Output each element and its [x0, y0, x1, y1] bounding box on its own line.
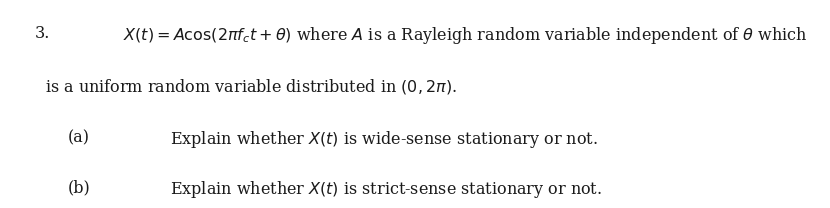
- Text: 3.: 3.: [35, 25, 51, 42]
- Text: (b): (b): [68, 179, 90, 196]
- Text: Explain whether $X(t)$ is strict-sense stationary or not.: Explain whether $X(t)$ is strict-sense s…: [170, 179, 603, 200]
- Text: $X(t) = A\cos(2\pi f_c t+\theta)$ where $A$ is a Rayleigh random variable indepe: $X(t) = A\cos(2\pi f_c t+\theta)$ where …: [123, 25, 808, 46]
- Text: (a): (a): [68, 129, 90, 146]
- Text: is a uniform random variable distributed in $(0, 2\pi)$.: is a uniform random variable distributed…: [45, 77, 457, 96]
- Text: Explain whether $X(t)$ is wide-sense stationary or not.: Explain whether $X(t)$ is wide-sense sta…: [170, 129, 598, 150]
